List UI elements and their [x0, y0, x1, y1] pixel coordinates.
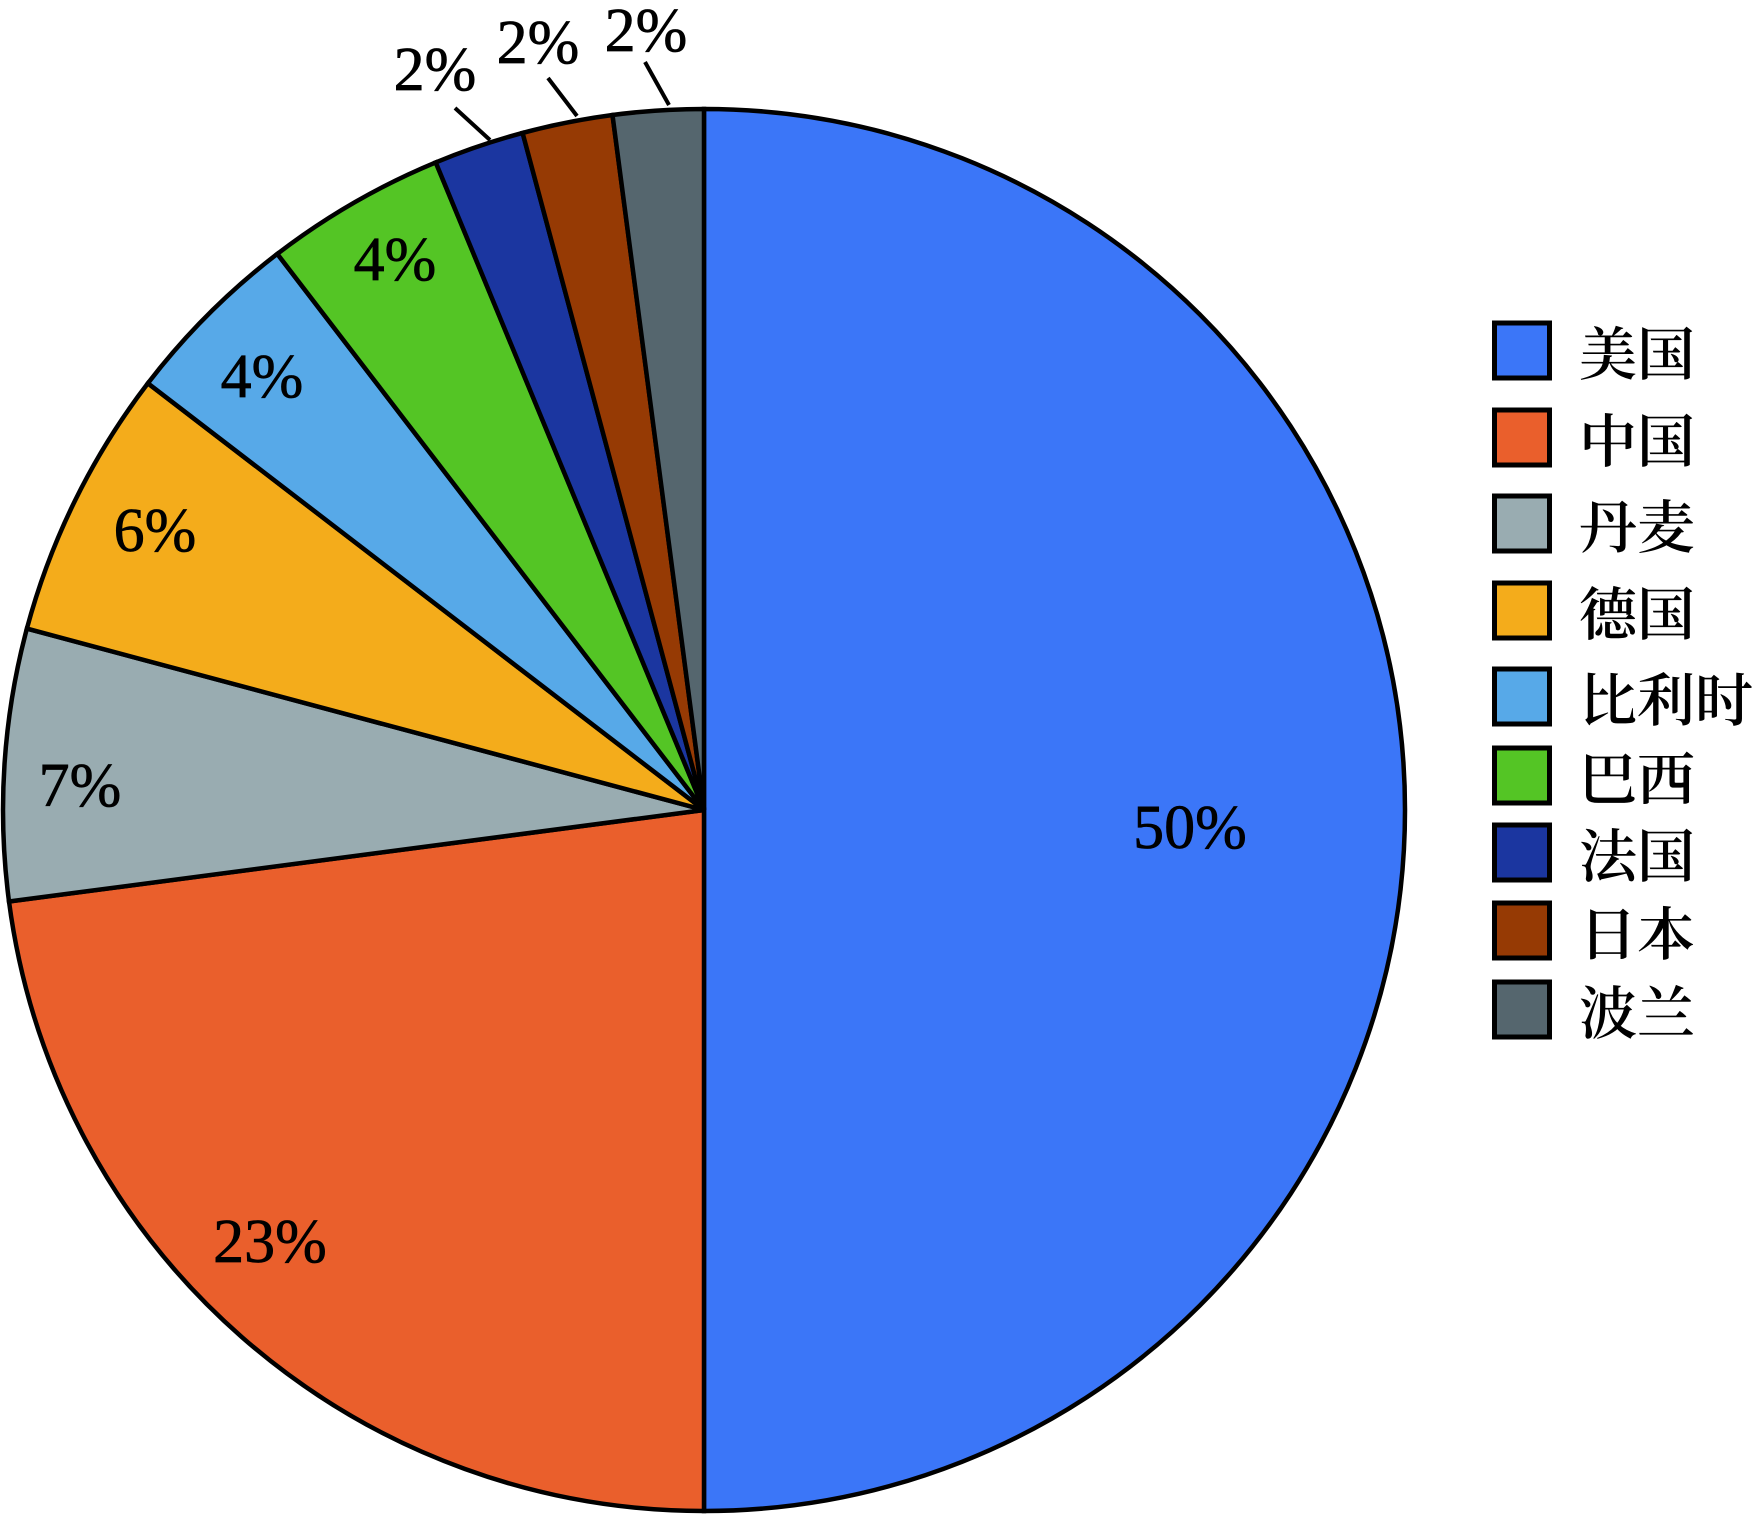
svg-text:2%: 2% [394, 36, 477, 104]
svg-text:6%: 6% [114, 497, 197, 565]
svg-text:50%: 50% [1133, 794, 1247, 862]
svg-text:7%: 7% [39, 752, 122, 820]
svg-text:4%: 4% [221, 343, 304, 411]
svg-text:4%: 4% [354, 226, 437, 294]
svg-text:23%: 23% [213, 1208, 327, 1276]
svg-text:2%: 2% [605, 0, 688, 65]
svg-text:2%: 2% [497, 9, 580, 77]
